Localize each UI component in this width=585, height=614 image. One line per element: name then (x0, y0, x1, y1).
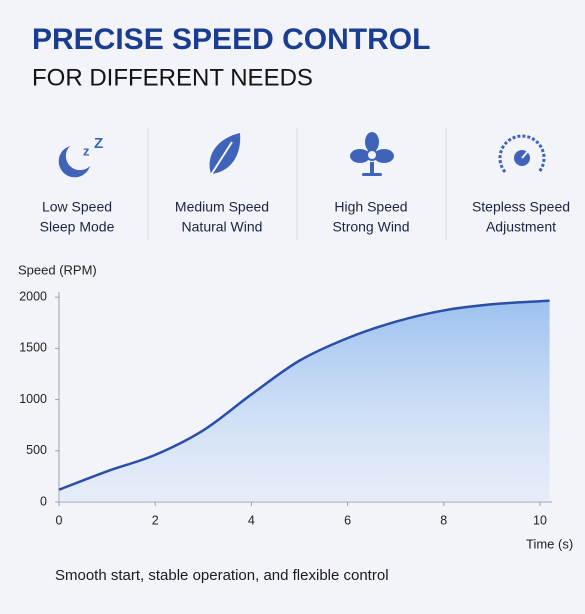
caption: Smooth start, stable operation, and flex… (55, 567, 389, 584)
y-tick-label: 1000 (19, 392, 47, 406)
title: PRECISE SPEED CONTROL (32, 23, 430, 56)
feature-line: Sleep Mode (40, 219, 115, 235)
line (58, 299, 550, 491)
x-tick-label: 2 (152, 513, 159, 527)
x-tick-label: 6 (344, 513, 351, 527)
feature-line: Strong Wind (332, 219, 409, 235)
fan-icon (350, 132, 394, 176)
y-tick-label: 1500 (19, 341, 47, 355)
x-tick-label: 0 (56, 513, 63, 527)
moon-icon: z Z (58, 135, 103, 178)
y-tick-label: 0 (40, 494, 47, 508)
feature-line: Natural Wind (182, 219, 263, 235)
dividers (147, 128, 447, 240)
x-tick-label: 8 (440, 513, 447, 527)
feature-line: Adjustment (486, 219, 556, 235)
x-tick-label: 4 (248, 513, 255, 527)
x-tick-label: 10 (533, 513, 547, 527)
y-tick-label: 2000 (19, 289, 47, 303)
feature-line: Stepless Speed (472, 199, 570, 215)
feature-line: Medium Speed (175, 199, 269, 215)
y-tick-label: 500 (26, 443, 47, 457)
feature-line: Low Speed (42, 199, 112, 215)
feature-line: High Speed (334, 199, 407, 215)
x-axis-label: Time (s) (526, 536, 573, 551)
y-axis-label: Speed (RPM) (18, 262, 97, 277)
area-fill (59, 300, 550, 502)
subtitle: FOR DIFFERENT NEEDS (32, 64, 313, 91)
svg-text:z: z (83, 143, 90, 158)
leaf-icon (208, 133, 241, 179)
svg-text:Z: Z (94, 135, 103, 152)
gauge-icon (498, 134, 546, 173)
